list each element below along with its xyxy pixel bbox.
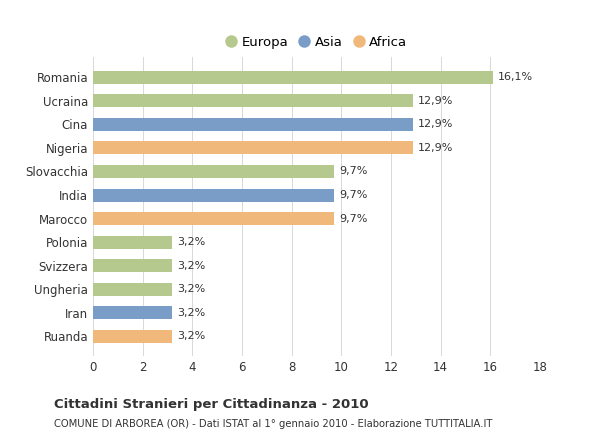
Text: COMUNE DI ARBOREA (OR) - Dati ISTAT al 1° gennaio 2010 - Elaborazione TUTTITALIA: COMUNE DI ARBOREA (OR) - Dati ISTAT al 1… [54,419,493,429]
Text: 12,9%: 12,9% [418,119,454,129]
Bar [93,283,172,296]
Text: 3,2%: 3,2% [178,331,206,341]
Text: 12,9%: 12,9% [418,96,454,106]
Bar [93,71,493,84]
Text: 9,7%: 9,7% [339,190,367,200]
Text: 3,2%: 3,2% [178,284,206,294]
Text: 9,7%: 9,7% [339,166,367,176]
Bar [93,141,413,154]
Bar [93,236,172,249]
Bar [93,94,413,107]
Legend: Europa, Asia, Africa: Europa, Asia, Africa [221,31,412,55]
Bar [93,189,334,202]
Text: 16,1%: 16,1% [498,72,533,82]
Text: 3,2%: 3,2% [178,308,206,318]
Bar [93,118,413,131]
Bar [93,330,172,343]
Text: Cittadini Stranieri per Cittadinanza - 2010: Cittadini Stranieri per Cittadinanza - 2… [54,398,368,411]
Text: 3,2%: 3,2% [178,260,206,271]
Bar [93,306,172,319]
Text: 9,7%: 9,7% [339,213,367,224]
Text: 12,9%: 12,9% [418,143,454,153]
Bar [93,259,172,272]
Bar [93,165,334,178]
Bar [93,212,334,225]
Text: 3,2%: 3,2% [178,237,206,247]
